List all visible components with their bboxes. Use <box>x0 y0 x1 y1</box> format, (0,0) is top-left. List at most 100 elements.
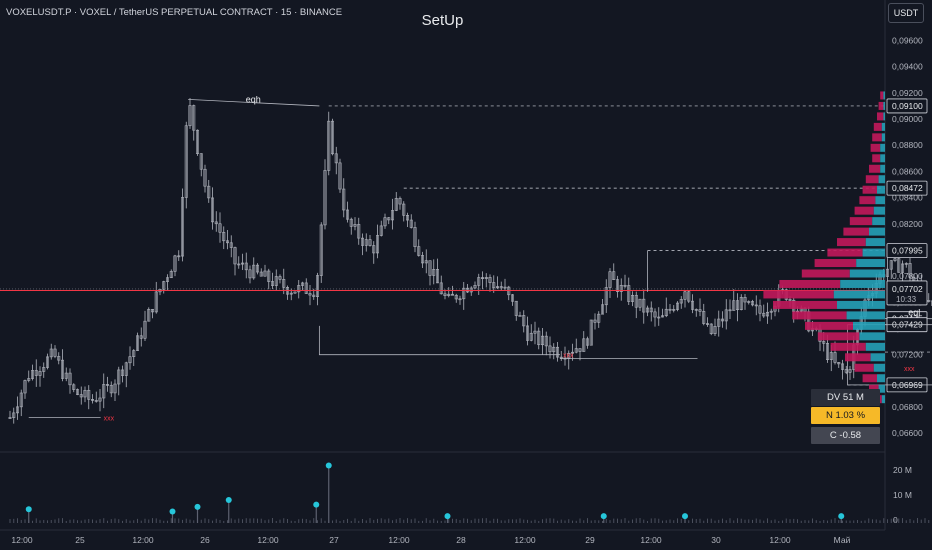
candle-body <box>417 246 421 256</box>
xxx-label: xxx <box>904 366 915 373</box>
candle-body <box>833 352 837 363</box>
volume-profile-bar <box>840 279 885 288</box>
candle-body <box>30 370 34 379</box>
candle-body <box>503 286 507 289</box>
candle-body <box>211 197 215 223</box>
volume-profile-bar <box>846 311 885 320</box>
candle-body <box>151 309 155 313</box>
candle-body <box>634 294 638 308</box>
candle-body <box>53 348 57 357</box>
time-tick-label: 12:00 <box>388 535 410 545</box>
candle-body <box>237 263 241 266</box>
eqh-label: eqh <box>246 94 261 104</box>
candle-body <box>379 225 383 236</box>
candle-body <box>837 362 841 365</box>
candle-body <box>349 218 353 227</box>
volume-profile-bar <box>881 133 885 142</box>
volume-profile-bar <box>849 217 873 226</box>
volume-profile-bar <box>878 384 885 393</box>
candle-body <box>113 383 117 394</box>
time-tick-label: 12:00 <box>514 535 536 545</box>
candle-body <box>525 325 529 341</box>
candle-body <box>593 319 597 323</box>
candle-body <box>649 307 653 313</box>
candle-body <box>615 279 619 292</box>
volume-profile-bar <box>859 196 876 205</box>
xxx-label: xxx <box>104 416 115 423</box>
candle-body <box>739 297 743 310</box>
candle-body <box>60 359 64 379</box>
candle-body <box>139 335 143 339</box>
candle-body <box>312 294 316 297</box>
current-price-box <box>886 280 928 306</box>
candle-body <box>672 309 676 311</box>
candle-body <box>293 291 297 294</box>
candle-body <box>473 285 477 289</box>
candle-body <box>529 332 533 341</box>
price-tick-label: 0,08600 <box>892 166 923 176</box>
candle-body <box>420 255 424 264</box>
candle-body <box>143 320 147 339</box>
candle-body <box>338 162 342 190</box>
candle-body <box>252 264 256 279</box>
time-tick-label: 25 <box>75 535 85 545</box>
candle-body <box>203 168 207 187</box>
candle-body <box>630 294 634 302</box>
volume-profile-bar <box>873 363 885 372</box>
candle-body <box>638 298 642 308</box>
candle-body <box>735 300 739 310</box>
candle-body <box>342 188 346 211</box>
candle-body <box>368 239 372 246</box>
candle-body <box>668 308 672 311</box>
volume-tick-label: 20 M <box>893 465 912 475</box>
time-tick-label: 27 <box>329 535 339 545</box>
candle-body <box>390 210 394 221</box>
volume-profile-bar <box>792 311 847 320</box>
candle-body <box>398 198 402 205</box>
candle-body <box>450 293 454 296</box>
candle-body <box>241 262 245 265</box>
candle-body <box>660 315 664 318</box>
candle-body <box>23 380 27 394</box>
candle-body <box>233 247 237 265</box>
candle-body <box>570 351 574 354</box>
currency-button[interactable]: USDT <box>888 3 924 23</box>
candle-body <box>825 343 829 360</box>
time-tick-label: 12:00 <box>257 535 279 545</box>
candle-body <box>199 153 203 170</box>
candle-body <box>229 242 233 248</box>
candle-body <box>897 258 901 273</box>
candle-body <box>597 313 601 323</box>
price-tick-label: 0,09600 <box>892 35 923 45</box>
candle-body <box>600 304 604 315</box>
candle-body <box>12 412 16 418</box>
time-tick-label: 12:00 <box>769 535 791 545</box>
candle-body <box>102 384 106 399</box>
candle-body <box>334 153 338 164</box>
candle-body <box>45 356 49 368</box>
candle-body <box>469 287 473 293</box>
volume-profile-bar <box>877 374 885 383</box>
price-tick-label: 0,07200 <box>892 350 923 360</box>
candle-body <box>447 293 451 296</box>
volume-profile-bar <box>872 133 882 142</box>
candle-body <box>510 294 514 302</box>
candle-body <box>578 348 582 352</box>
candle-body <box>364 239 368 246</box>
price-tick-label: 0,07800 <box>892 271 923 281</box>
candle-body <box>357 224 361 239</box>
volume-profile-bar <box>881 395 885 404</box>
candle-body <box>627 285 631 302</box>
volume-profile-bar <box>877 185 885 194</box>
candle-body <box>188 105 192 127</box>
candle-body <box>908 263 912 278</box>
candle-body <box>304 282 308 294</box>
candle-body <box>181 197 185 257</box>
candle-body <box>518 315 522 317</box>
volume-profile-bar <box>873 206 885 215</box>
candle-body <box>439 282 443 295</box>
volume-profile-bar <box>859 332 885 341</box>
candle-body <box>840 363 844 370</box>
candle-body <box>653 311 657 318</box>
